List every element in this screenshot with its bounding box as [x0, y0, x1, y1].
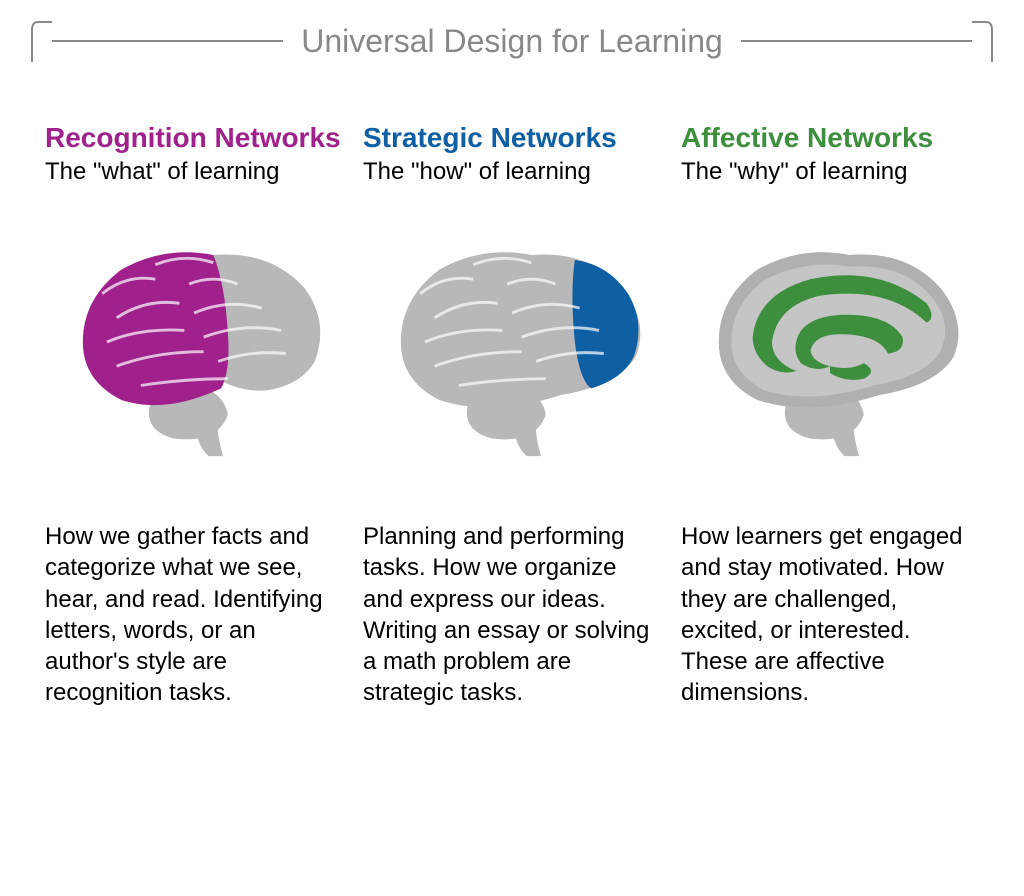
affective-heading: Affective Networks [681, 122, 979, 154]
title-bar: Universal Design for Learning [30, 20, 994, 62]
strategic-heading: Strategic Networks [363, 122, 661, 154]
strategic-description: Planning and performing tasks. How we or… [363, 521, 661, 708]
column-affective: Affective Networks The "why" of learning… [681, 122, 979, 708]
affective-subtitle: The "why" of learning [681, 158, 979, 186]
column-strategic: Strategic Networks The "how" of learning… [363, 122, 661, 708]
brain-strategic-icon [363, 226, 661, 486]
title-line-left [52, 40, 283, 42]
brain-recognition-icon [45, 226, 343, 486]
bracket-left-icon [30, 20, 52, 62]
recognition-subtitle: The "what" of learning [45, 158, 343, 186]
strategic-subtitle: The "how" of learning [363, 158, 661, 186]
brain-affective-icon [681, 226, 979, 486]
columns-container: Recognition Networks The "what" of learn… [30, 122, 994, 708]
page-title: Universal Design for Learning [283, 23, 741, 60]
recognition-heading: Recognition Networks [45, 122, 343, 154]
bracket-right-icon [972, 20, 994, 62]
title-line-right [741, 40, 972, 42]
column-recognition: Recognition Networks The "what" of learn… [45, 122, 343, 708]
recognition-description: How we gather facts and categorize what … [45, 521, 343, 708]
affective-description: How learners get engaged and stay motiva… [681, 521, 979, 708]
